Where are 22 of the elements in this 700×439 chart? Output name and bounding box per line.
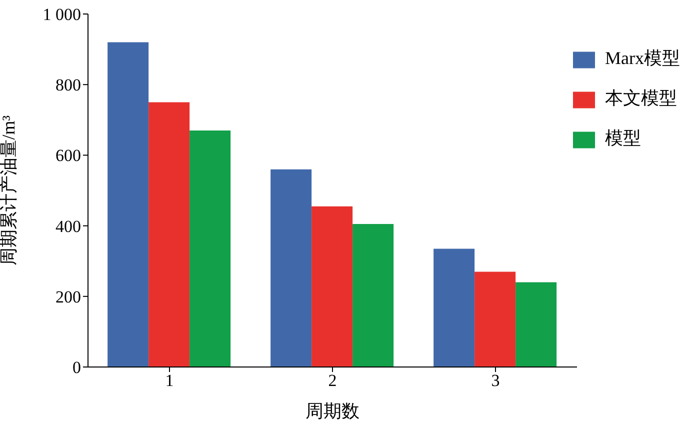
legend-label: Marx模型 (605, 48, 680, 68)
bar (434, 248, 475, 367)
y-tick-label: 1 000 (42, 5, 81, 24)
legend-label: 本文模型 (605, 88, 677, 108)
bar (148, 102, 190, 367)
x-tick-label: 1 (165, 371, 174, 390)
bar (516, 282, 557, 367)
bar (190, 130, 231, 367)
legend-label: 模型 (605, 128, 641, 148)
y-tick-label: 600 (56, 146, 81, 166)
bar (312, 206, 353, 367)
x-tick-label: 2 (328, 371, 337, 390)
y-tick-label: 800 (56, 76, 81, 95)
y-tick-label: 200 (56, 287, 81, 306)
x-axis-title: 周期数 (306, 401, 360, 421)
x-tick-label: 3 (491, 371, 500, 390)
y-tick-label: 0 (72, 358, 81, 378)
bar (270, 169, 312, 367)
bar (352, 224, 394, 367)
bar (108, 42, 149, 367)
bar (474, 272, 516, 367)
y-tick-label: 400 (56, 216, 81, 236)
